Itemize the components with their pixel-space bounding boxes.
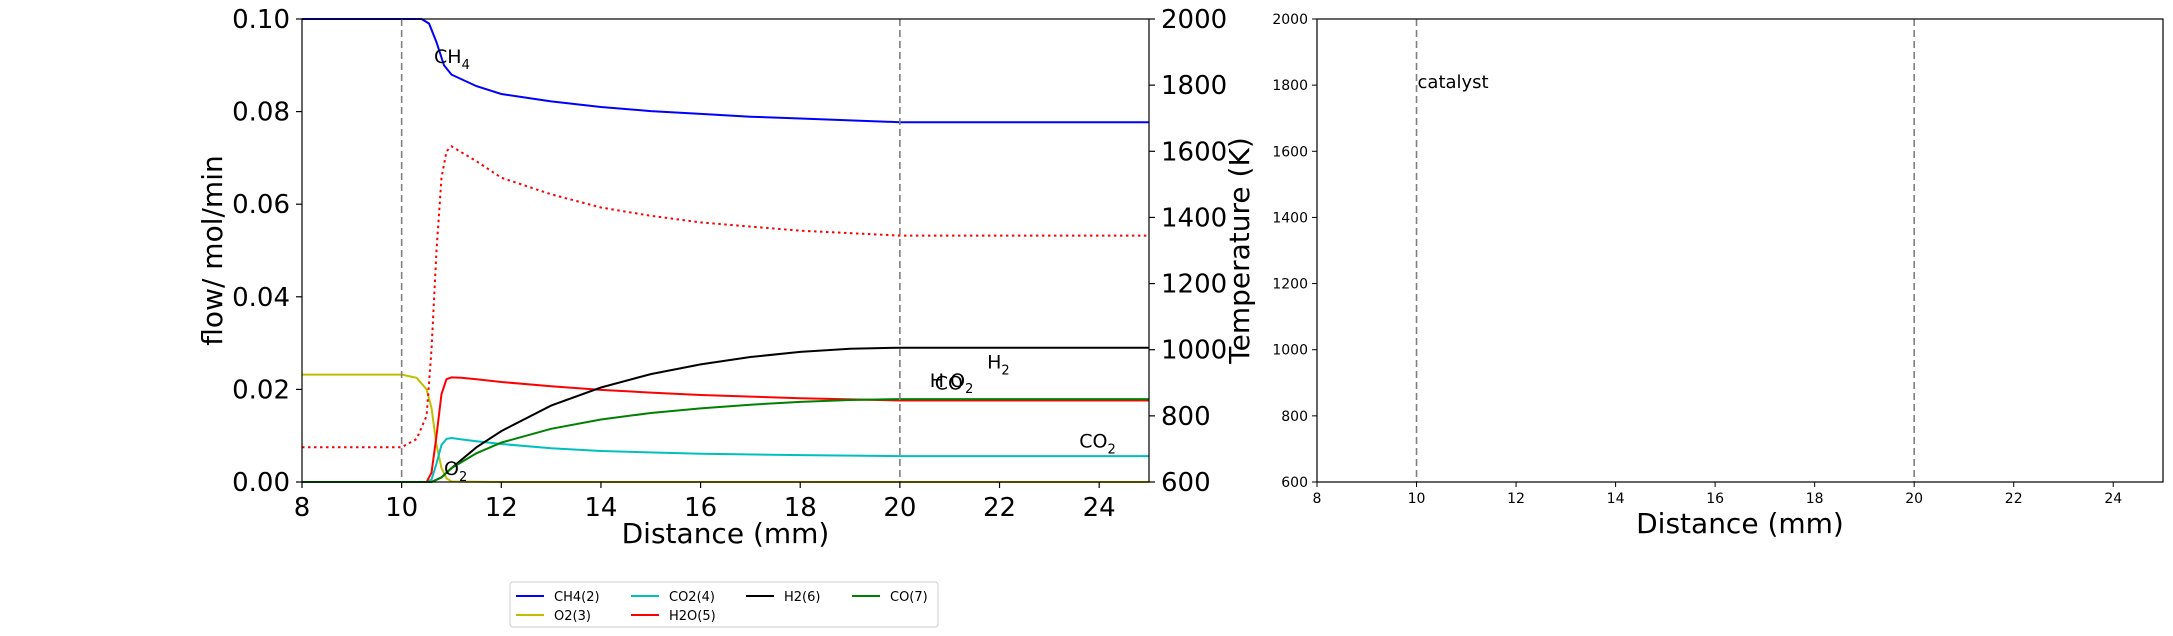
series-line-3 xyxy=(302,376,1149,483)
y-tick-label: 1200 xyxy=(1272,277,1308,293)
catalyst-label: catalyst xyxy=(1418,72,1489,93)
x-tick-label: 12 xyxy=(1507,491,1525,507)
x-tick-label: 18 xyxy=(784,493,817,523)
y-tick-label: 0.06 xyxy=(232,190,290,220)
species-label: CH4 xyxy=(434,46,470,73)
x-tick-label: 14 xyxy=(1607,491,1625,507)
y2-tick-label: 800 xyxy=(1161,402,1211,432)
y-tick-label: 600 xyxy=(1281,475,1308,491)
species-label-base: O xyxy=(444,458,459,480)
legend-box xyxy=(509,581,939,628)
y-tick-label: 0.08 xyxy=(232,98,290,128)
x-tick-label: 24 xyxy=(1083,493,1116,523)
y-tick-label: 1000 xyxy=(1272,343,1308,359)
species-label-subscript: 2 xyxy=(459,470,467,485)
y-tick-label: 1600 xyxy=(1272,144,1308,160)
x-axis-title: Distance (mm) xyxy=(622,517,830,550)
species-label-base: H xyxy=(987,352,1001,374)
x-tick-label: 16 xyxy=(684,493,717,523)
species-label-base: CO xyxy=(935,372,963,394)
species-label-subscript: 2 xyxy=(1107,442,1115,457)
y-tick-label: 1400 xyxy=(1272,210,1308,226)
y2-tick-label: 1400 xyxy=(1161,203,1227,233)
y-axis-title: flow/ mol/min xyxy=(196,155,229,345)
y-tick-label: 0.02 xyxy=(232,375,290,405)
species-label: CO2 xyxy=(1079,430,1116,457)
y-tick-label: 0.04 xyxy=(232,283,290,313)
species-label: CO xyxy=(935,372,963,394)
species-label-base: H O xyxy=(930,370,965,392)
legend-label: O2(3) xyxy=(554,609,591,624)
x-tick-label: 10 xyxy=(385,493,418,523)
series-line-2 xyxy=(302,436,1149,483)
y-tick-label: 0.10 xyxy=(232,5,290,35)
series-line-1 xyxy=(302,373,1149,483)
x-tick-label: 8 xyxy=(1313,491,1322,507)
x-tick-label: 18 xyxy=(1806,491,1824,507)
y2-tick-label: 2000 xyxy=(1161,5,1227,35)
temperature-chart: 8 10 12 14 16 18 20 22 24 600 800 1000 1200 1400 1600 1… xyxy=(1272,12,2164,540)
y2-tick-label: 1600 xyxy=(1161,137,1227,167)
x-tick-label: 20 xyxy=(1905,491,1923,507)
y-tick-label: 800 xyxy=(1281,409,1308,425)
species-label-subscript: 2 xyxy=(1001,364,1009,379)
y2-tick-label: 1800 xyxy=(1161,71,1227,101)
y2-tick-label: 1200 xyxy=(1161,270,1227,300)
y2-tick-label: 600 xyxy=(1161,468,1211,498)
species-label-base: CO xyxy=(1079,430,1107,452)
y-tick-label: 1800 xyxy=(1272,78,1308,94)
legend-label: CO(7) xyxy=(890,590,928,605)
plot-frame xyxy=(1316,18,2164,483)
species-label-subscript: 2 xyxy=(965,382,973,397)
x-tick-label: 22 xyxy=(2005,491,2023,507)
x-tick-label: 16 xyxy=(1706,491,1724,507)
plot-frame xyxy=(301,18,1150,483)
species-label-base: CH xyxy=(434,46,462,68)
flow-temperature-chart: 8 10 12 14 16 18 20 22 240.000.020.040.060.080.1… xyxy=(196,5,1256,550)
legend-label: CH4(2) xyxy=(554,590,600,605)
x-tick-label: 10 xyxy=(1408,491,1426,507)
y-tick-label: 0.00 xyxy=(232,468,290,498)
y2-axis-title: Temperature (K) xyxy=(1223,137,1256,364)
legend-label: H2(6) xyxy=(784,590,820,605)
series-line-0 xyxy=(302,18,1149,124)
legend: CH4(2) CO2(4) H2(6) CO(7) O2(3) H2O(5) xyxy=(509,581,939,628)
x-tick-label: 14 xyxy=(584,493,617,523)
x-tick-label: 8 xyxy=(294,493,311,523)
x-tick-label: 22 xyxy=(983,493,1016,523)
legend-label: H2O(5) xyxy=(669,609,716,624)
x-axis-title: Distance (mm) xyxy=(1636,507,1844,540)
species-label: O2 xyxy=(444,458,467,485)
y2-tick-label: 1000 xyxy=(1161,336,1227,366)
series-line-4 xyxy=(302,346,1149,483)
legend-label: CO2(4) xyxy=(669,590,715,605)
x-tick-label: 24 xyxy=(2104,491,2122,507)
x-tick-label: 12 xyxy=(485,493,518,523)
y-tick-label: 2000 xyxy=(1272,12,1308,28)
species-label-subscript: 4 xyxy=(462,58,470,73)
x-tick-label: 20 xyxy=(883,493,916,523)
species-label: H O2 xyxy=(930,370,974,397)
series-line-5 xyxy=(302,398,1149,483)
species-label: H2 xyxy=(987,352,1010,379)
